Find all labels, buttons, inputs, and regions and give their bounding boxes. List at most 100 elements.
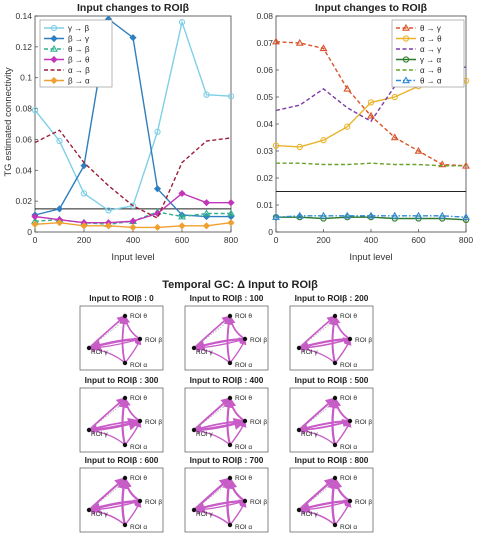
data-point: [414, 211, 423, 219]
data-point: [202, 222, 211, 230]
network-panel-title: Input to ROIβ : 700: [190, 455, 264, 465]
legend-marker: [402, 35, 410, 42]
x-tick-label: 600: [175, 235, 189, 245]
roi-node: [122, 313, 128, 319]
roi-node: [122, 395, 128, 401]
data-point: [31, 220, 39, 228]
x-tick-label: 400: [364, 235, 378, 245]
y-tick-label: 0.01: [256, 200, 273, 210]
connection-arrow: [193, 507, 231, 526]
legend-box: [39, 19, 113, 88]
y-tick-label: 0.06: [256, 65, 273, 75]
series-line: [275, 215, 467, 218]
roi-node-label: ROI θ: [130, 395, 147, 402]
data-point: [367, 211, 375, 219]
roi-node-label: ROI α: [235, 524, 252, 531]
data-point: [129, 223, 137, 231]
roi-node-label: ROI β: [250, 499, 267, 506]
data-point: [296, 143, 303, 151]
roi-node: [191, 427, 197, 433]
y-tick-label: 0: [27, 227, 32, 237]
roi-node: [242, 336, 248, 342]
y-tick-label: 0.05: [256, 92, 273, 102]
x-tick-label: 200: [77, 235, 91, 245]
roi-node-label: ROI θ: [235, 313, 252, 320]
legend-label: α → β: [68, 66, 90, 75]
legend-marker: [50, 76, 58, 85]
data-point: [129, 202, 137, 209]
connection-arrow: [121, 476, 141, 502]
roi-node: [296, 427, 302, 433]
roi-node-label: ROI γ: [301, 511, 318, 518]
data-point: [367, 111, 375, 119]
data-point: [202, 199, 211, 207]
data-point: [227, 209, 235, 217]
data-point: [178, 212, 186, 220]
roi-node: [86, 345, 92, 351]
legend-label: γ → α: [420, 56, 441, 65]
data-point: [390, 211, 399, 219]
data-point: [153, 185, 162, 193]
right-chart-title: Input changes to ROIβ: [315, 2, 428, 14]
y-tick-label: 0.08: [256, 11, 273, 21]
data-point: [178, 189, 186, 197]
roi-node: [332, 360, 338, 366]
data-point: [202, 209, 211, 217]
roi-node-label: ROI β: [145, 499, 162, 506]
legend-marker: [50, 34, 58, 43]
roi-node: [191, 507, 197, 513]
series-line: [276, 162, 466, 167]
connection-arrow: [227, 315, 246, 340]
network-panel-title: Input to ROIβ : 0: [89, 293, 154, 303]
roi-node: [332, 313, 338, 319]
roi-node-label: ROI β: [355, 337, 372, 344]
connection-arrow: [298, 507, 336, 526]
network-panel: Input to ROIβ : 700 ROI θ ROI β ROI γ ROI α: [184, 455, 269, 533]
roi-node-label: ROI γ: [196, 511, 213, 518]
roi-node-label: ROI θ: [130, 313, 147, 320]
roi-node-label: ROI α: [340, 444, 357, 451]
network-panel: Input to ROIβ : 400 ROI θ ROI β ROI γ ROI α: [184, 375, 269, 453]
legend-label: β → θ: [68, 56, 90, 65]
data-point: [105, 207, 112, 214]
legend-marker: [402, 76, 410, 84]
y-tick-label: 0.1: [20, 73, 32, 83]
left-y-axis-label: TG estimated connectivity: [3, 67, 14, 177]
legend-box: [391, 19, 465, 88]
roi-node-label: ROI β: [250, 419, 267, 426]
data-point: [438, 160, 447, 168]
data-point: [31, 213, 39, 221]
legend-label: θ → γ: [420, 24, 441, 33]
network-panel-title: Input to ROIβ : 200: [295, 293, 369, 303]
y-tick-label: 0.02: [15, 196, 32, 206]
legend-label: θ → β: [68, 45, 90, 54]
legend-marker: [50, 24, 58, 32]
data-point: [203, 91, 210, 98]
x-tick-label: 0: [33, 235, 38, 245]
roi-node-label: ROI α: [130, 524, 147, 531]
roi-node: [347, 418, 353, 424]
y-tick-label: 0.02: [256, 173, 273, 183]
data-point: [414, 146, 423, 154]
connection-arrow: [88, 427, 126, 446]
data-point: [272, 37, 280, 45]
legend-label: γ → β: [68, 24, 89, 33]
y-tick-label: 0.12: [15, 42, 32, 52]
roi-node: [122, 442, 128, 448]
network-panel: Input to ROIβ : 600 ROI θ ROI β ROI γ ROI α: [79, 455, 164, 533]
roi-node: [227, 475, 233, 481]
y-tick-label: 0.03: [256, 146, 273, 156]
network-panel: Input to ROIβ : 800 ROI θ ROI β ROI γ ROI α: [289, 455, 374, 533]
data-point: [343, 84, 352, 92]
roi-node: [122, 522, 128, 528]
data-point: [129, 34, 137, 42]
roi-node: [122, 360, 128, 366]
connection-arrow: [331, 397, 351, 422]
roi-node-label: ROI β: [145, 337, 162, 344]
data-point: [55, 205, 64, 213]
roi-node-label: ROI θ: [235, 475, 252, 482]
series-line: [276, 216, 467, 221]
roi-node: [347, 498, 353, 504]
data-point: [55, 219, 64, 227]
data-point: [295, 211, 304, 219]
